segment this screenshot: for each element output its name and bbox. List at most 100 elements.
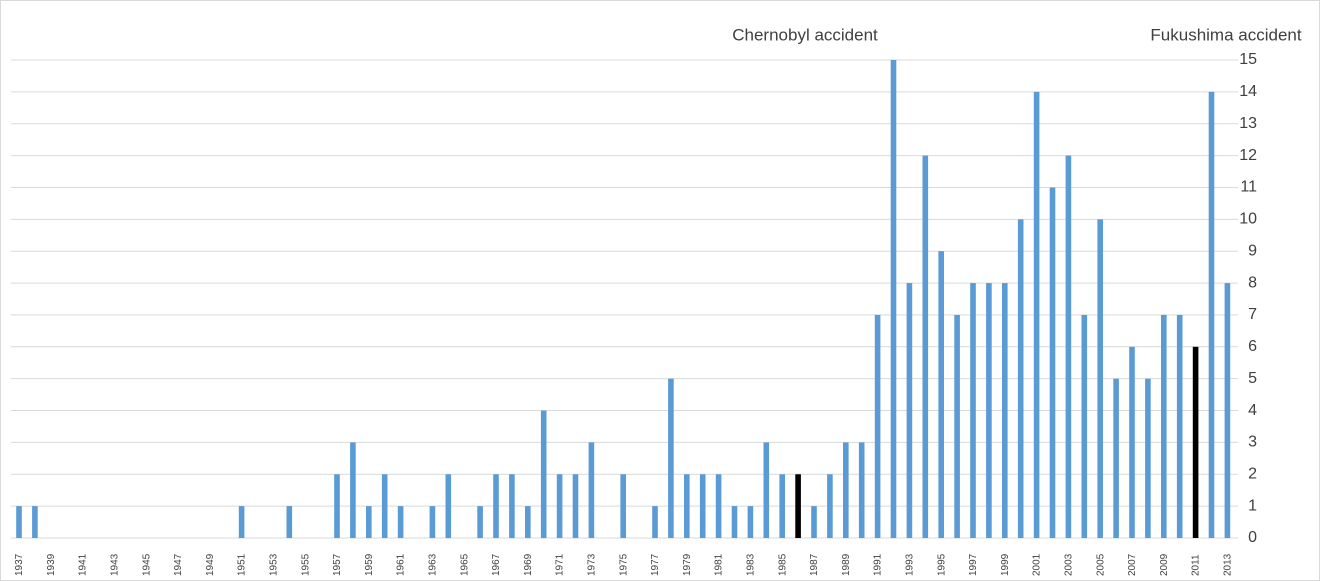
bar — [397, 506, 404, 538]
x-tick-label: 1953 — [269, 553, 280, 576]
bar — [350, 442, 356, 538]
y-tick-label: 2 — [1248, 465, 1257, 482]
x-tick-label: 1951 — [237, 553, 248, 576]
bar — [874, 314, 881, 538]
x-tick-label: 1991 — [873, 553, 884, 576]
bar — [334, 474, 340, 538]
y-tick-label: 11 — [1240, 179, 1257, 196]
x-tick-label: 1971 — [555, 553, 566, 576]
bar — [1145, 378, 1151, 538]
x-tick-label: 1963 — [428, 553, 439, 576]
annotation: Fukushima accident — [1150, 25, 1301, 44]
bar — [652, 506, 658, 538]
bar — [1192, 346, 1199, 538]
x-tick-label: 2005 — [1095, 553, 1106, 576]
y-tick-label: 3 — [1248, 434, 1257, 451]
bar — [747, 506, 754, 538]
x-tick-label: 1947 — [173, 553, 184, 576]
x-tick-label: 1987 — [809, 553, 820, 576]
bar — [540, 410, 547, 538]
bar — [32, 506, 38, 538]
bar — [286, 506, 293, 538]
x-tick-label: 1985 — [777, 553, 788, 576]
x-tick-label: 2011 — [1191, 554, 1202, 576]
bar — [1049, 187, 1056, 538]
bar — [843, 442, 849, 538]
x-tick-label: 1949 — [205, 553, 216, 576]
y-tick-label: 14 — [1239, 83, 1257, 100]
y-tick-label: 13 — [1239, 115, 1257, 132]
bar — [970, 283, 976, 538]
bar — [811, 506, 817, 538]
bar — [1065, 155, 1072, 538]
bar — [1017, 219, 1024, 539]
bar — [525, 506, 531, 538]
y-tick-label: 9 — [1248, 242, 1257, 259]
bar — [986, 283, 992, 538]
bar — [1113, 378, 1119, 538]
y-tick-label: 15 — [1239, 51, 1257, 68]
bar — [1097, 219, 1103, 539]
y-tick-label: 4 — [1248, 402, 1257, 419]
bar — [763, 442, 770, 538]
x-tick-label: 1959 — [364, 553, 375, 576]
y-tick-label: 1 — [1248, 497, 1257, 514]
bar — [1176, 314, 1183, 538]
bar — [731, 506, 738, 538]
bar — [1161, 314, 1167, 538]
bar — [445, 474, 452, 538]
x-tick-label: 2003 — [1064, 553, 1075, 576]
bar — [1033, 91, 1040, 538]
bar — [684, 474, 690, 538]
bar — [429, 506, 436, 538]
bar — [366, 506, 372, 538]
x-tick-label: 1937 — [14, 553, 25, 576]
bar — [588, 442, 595, 538]
x-tick-label: 1941 — [78, 553, 89, 576]
x-tick-label: 1993 — [905, 553, 916, 576]
bar — [620, 474, 626, 538]
x-tick-label: 1945 — [141, 553, 152, 576]
bar — [493, 474, 499, 538]
bar — [556, 474, 563, 538]
y-tick-label: 12 — [1239, 147, 1257, 164]
bar — [827, 474, 833, 538]
x-tick-label: 1967 — [491, 553, 502, 576]
y-tick-label: 8 — [1248, 274, 1257, 291]
x-tick-label: 1997 — [968, 553, 979, 576]
bar — [699, 474, 706, 538]
bar — [477, 506, 483, 538]
bar — [238, 506, 245, 538]
x-tick-label: 1975 — [618, 553, 629, 576]
x-tick-label: 1989 — [841, 553, 852, 576]
bar — [381, 474, 388, 538]
y-tick-label: 10 — [1239, 211, 1257, 228]
x-tick-label: 1995 — [936, 553, 947, 576]
x-tick-label: 2007 — [1127, 553, 1138, 576]
annotation: Chernobyl accident — [732, 25, 878, 44]
bar — [954, 314, 960, 538]
x-tick-label: 2013 — [1223, 553, 1234, 576]
y-tick-label: 5 — [1248, 370, 1257, 387]
x-tick-label: 1977 — [650, 553, 661, 576]
y-tick-label: 7 — [1248, 306, 1257, 323]
bar — [938, 251, 944, 538]
bar — [1081, 314, 1088, 538]
bar — [858, 442, 865, 538]
bar — [795, 474, 801, 538]
x-tick-label: 1969 — [523, 553, 534, 576]
bar — [16, 506, 22, 538]
bar — [1002, 283, 1008, 538]
x-tick-label: 1965 — [459, 553, 470, 576]
bar — [779, 474, 785, 538]
x-tick-label: 1973 — [587, 553, 598, 576]
x-tick-label: 2009 — [1159, 553, 1170, 576]
x-tick-label: 1981 — [714, 553, 725, 576]
x-tick-label: 2001 — [1032, 553, 1043, 576]
bar — [668, 378, 674, 538]
y-tick-label: 6 — [1248, 338, 1257, 355]
bar — [1224, 283, 1231, 538]
x-tick-label: 1979 — [682, 553, 693, 576]
x-tick-label: 1999 — [1000, 553, 1011, 576]
